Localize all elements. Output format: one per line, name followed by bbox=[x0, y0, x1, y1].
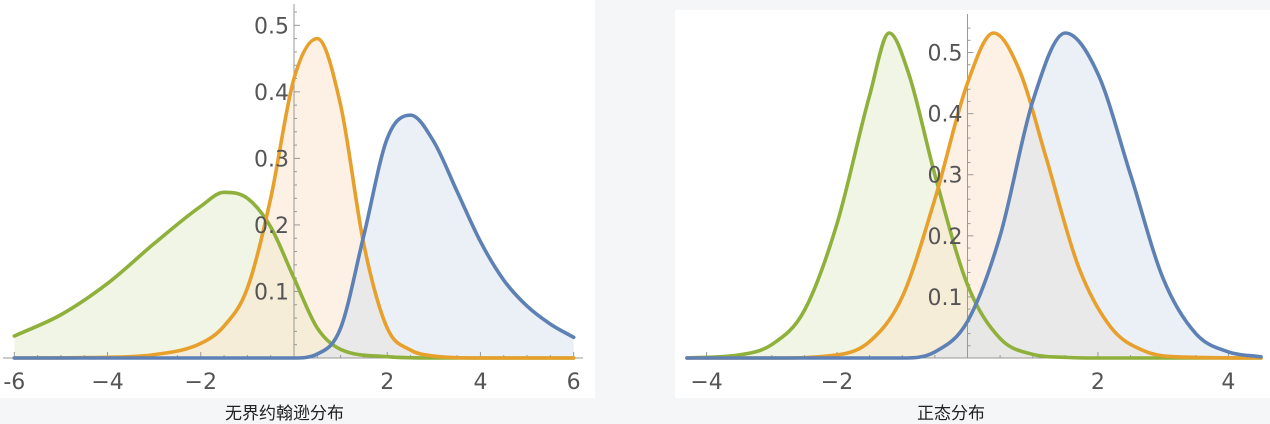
left-series-line-2 bbox=[12, 113, 576, 360]
chart-left: -6 −4 −2 2 4 6 0.1 0.2 0.3 0.4 0.5 bbox=[3, 4, 583, 395]
chart-right: −4 −2 2 4 0.1 0.2 0.3 0.4 0.5 bbox=[685, 14, 1263, 395]
left-y-tick-label: 0.1 bbox=[254, 280, 289, 305]
right-series-line-0 bbox=[685, 31, 1263, 360]
right-y-tick-label: 0.5 bbox=[927, 42, 962, 67]
left-x-tick-label: 6 bbox=[567, 370, 581, 395]
right-x-tick-label: −2 bbox=[821, 370, 853, 395]
chart-panel-left: -6 −4 −2 2 4 6 0.1 0.2 0.3 0.4 0.5 bbox=[0, 0, 595, 398]
left-x-tick-label: 4 bbox=[473, 370, 487, 395]
left-x-tick-label: -6 bbox=[3, 370, 25, 395]
left-y-tick-label: 0.3 bbox=[254, 147, 289, 172]
left-series-line-0 bbox=[12, 190, 576, 360]
right-x-tick-label: 2 bbox=[1091, 370, 1105, 395]
right-area-0 bbox=[687, 33, 1261, 358]
right-y-tick-label: 0.2 bbox=[927, 225, 962, 250]
right-series-line-1 bbox=[685, 31, 1263, 360]
right-area-1 bbox=[687, 33, 1261, 358]
left-area-0 bbox=[14, 192, 574, 358]
left-y-tick-label: 0.2 bbox=[254, 214, 289, 239]
right-x-tick-label: 4 bbox=[1221, 370, 1235, 395]
left-series-line-1 bbox=[12, 36, 576, 360]
caption-left: 无界约翰逊分布 bbox=[225, 404, 344, 424]
left-y-tick-label: 0.4 bbox=[254, 81, 289, 106]
right-y-tick-label: 0.3 bbox=[927, 164, 962, 189]
caption-right: 正态分布 bbox=[917, 404, 985, 424]
left-x-tick-label: −4 bbox=[91, 370, 123, 395]
left-x-tick-label: 2 bbox=[380, 370, 394, 395]
left-y-tick-label: 0.5 bbox=[254, 14, 289, 39]
left-x-tick-label: −2 bbox=[185, 370, 217, 395]
right-y-tick-label: 0.4 bbox=[927, 103, 962, 128]
right-y-tick-label: 0.1 bbox=[927, 286, 962, 311]
right-area-2 bbox=[687, 33, 1261, 358]
right-series-line-2 bbox=[685, 31, 1263, 360]
right-x-tick-label: −4 bbox=[690, 370, 722, 395]
chart-panel-right: −4 −2 2 4 0.1 0.2 0.3 0.4 0.5 bbox=[675, 10, 1270, 398]
left-area-2 bbox=[14, 115, 574, 358]
